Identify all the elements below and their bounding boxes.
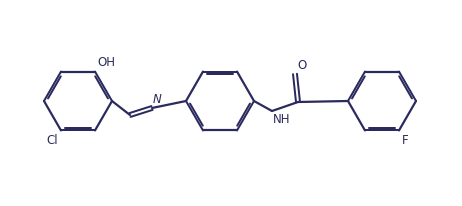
Text: NH: NH bbox=[273, 113, 291, 126]
Text: N: N bbox=[153, 93, 162, 106]
Text: O: O bbox=[297, 59, 306, 72]
Text: Cl: Cl bbox=[46, 135, 58, 147]
Text: F: F bbox=[402, 135, 408, 147]
Text: OH: OH bbox=[97, 56, 115, 69]
